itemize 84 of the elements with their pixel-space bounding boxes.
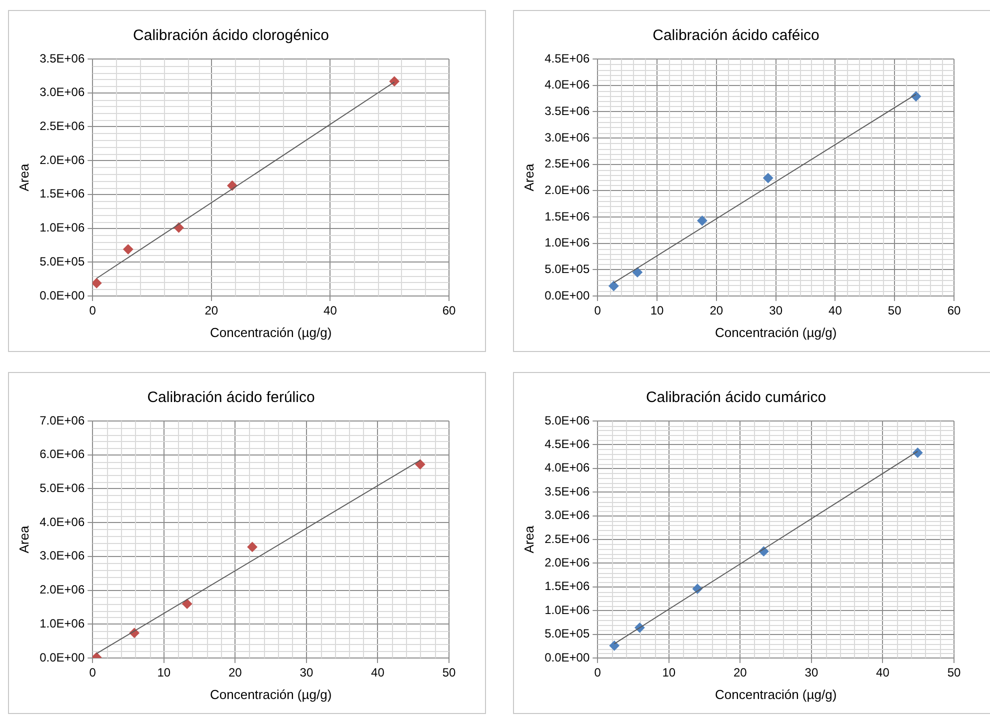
x-tick-label: 20 xyxy=(228,666,242,680)
y-tick-label: 4.5E+06 xyxy=(544,437,590,452)
y-axis-title: Area xyxy=(521,163,536,192)
y-tick-label: 6.0E+06 xyxy=(40,447,85,462)
x-tick-label: 0 xyxy=(89,666,96,680)
y-tick-label: 5.0E+05 xyxy=(544,626,590,641)
x-tick-label: 10 xyxy=(662,666,676,680)
y-tick-label: 3.0E+06 xyxy=(40,85,85,100)
y-tick-label: 2.5E+06 xyxy=(544,532,590,546)
y-axis-title: Area xyxy=(521,525,536,554)
y-tick-label: 1.0E+06 xyxy=(40,220,85,235)
y-axis-title: Area xyxy=(16,525,32,554)
point xyxy=(632,267,642,278)
y-tick-label: 4.5E+06 xyxy=(544,51,590,66)
y-tick-label: 3.0E+06 xyxy=(40,548,85,563)
y-tick-label: 2.0E+06 xyxy=(544,182,590,197)
y-tick-label: 1.5E+06 xyxy=(544,209,590,224)
y-tick-label: 3.5E+06 xyxy=(544,104,590,118)
x-axis-title: Concentración (µg/g) xyxy=(714,686,837,702)
y-tick-label: 7.0E+06 xyxy=(40,413,85,428)
x-tick-label: 30 xyxy=(300,666,314,680)
x-tick-label: 20 xyxy=(204,304,218,318)
y-tick-label: 3.0E+06 xyxy=(544,508,590,522)
y-tick-label: 3.5E+06 xyxy=(544,484,590,498)
x-tick-label: 50 xyxy=(888,304,902,318)
x-tick-label: 50 xyxy=(947,666,961,680)
y-tick-label: 1.0E+06 xyxy=(544,236,590,250)
y-tick-label: 1.0E+06 xyxy=(544,602,590,617)
chart-title: Calibración ácido ferúlico xyxy=(147,389,315,406)
y-tick-label: 1.0E+06 xyxy=(40,616,85,630)
point xyxy=(247,542,258,552)
x-tick-label: 10 xyxy=(157,666,171,680)
y-tick-label: 0.0E+00 xyxy=(544,288,590,302)
x-tick-label: 60 xyxy=(442,304,456,318)
point xyxy=(389,76,400,86)
y-tick-label: 2.0E+06 xyxy=(40,152,85,167)
x-axis-title: Concentración (µg/g) xyxy=(714,324,837,340)
point xyxy=(697,216,708,226)
chart-title: Calibración ácido cumárico xyxy=(646,389,826,406)
y-tick-label: 0.0E+00 xyxy=(544,650,590,664)
y-tick-label: 4.0E+06 xyxy=(544,460,590,475)
x-tick-label: 20 xyxy=(710,304,724,318)
point xyxy=(608,280,619,291)
point xyxy=(123,244,134,254)
x-tick-label: 0 xyxy=(594,666,602,680)
chart-title: Calibración ácido clorogénico xyxy=(133,27,329,44)
x-tick-label: 10 xyxy=(650,304,664,318)
y-tick-label: 0.0E+00 xyxy=(40,288,85,302)
y-tick-label: 5.0E+06 xyxy=(544,413,590,428)
point xyxy=(227,180,238,191)
y-tick-label: 1.5E+06 xyxy=(40,186,85,201)
x-axis-title: Concentración (µg/g) xyxy=(210,324,332,340)
x-tick-label: 40 xyxy=(828,304,842,318)
y-tick-label: 3.0E+06 xyxy=(544,130,590,144)
y-tick-label: 5.0E+05 xyxy=(40,254,85,268)
y-tick-label: 1.5E+06 xyxy=(544,579,590,594)
y-tick-label: 4.0E+06 xyxy=(40,514,85,529)
x-axis-title: Concentración (µg/g) xyxy=(210,686,332,702)
y-tick-label: 2.0E+06 xyxy=(544,556,590,570)
x-tick-label: 0 xyxy=(89,304,96,318)
x-tick-label: 30 xyxy=(804,666,818,680)
y-tick-label: 4.0E+06 xyxy=(544,78,590,92)
x-tick-label: 40 xyxy=(324,304,338,318)
x-tick-label: 40 xyxy=(371,666,385,680)
point xyxy=(609,640,620,651)
point xyxy=(415,459,426,470)
x-tick-label: 0 xyxy=(594,304,602,318)
x-tick-label: 30 xyxy=(769,304,783,318)
x-tick-label: 50 xyxy=(442,666,456,680)
y-tick-label: 5.0E+05 xyxy=(544,262,590,276)
y-tick-label: 5.0E+06 xyxy=(40,481,85,496)
y-axis-title: Area xyxy=(16,163,32,192)
point xyxy=(182,598,192,609)
point xyxy=(763,173,774,184)
point xyxy=(92,278,102,288)
chart-title: Calibración ácido caféico xyxy=(652,27,820,44)
y-tick-label: 0.0E+00 xyxy=(40,650,85,664)
y-tick-label: 2.5E+06 xyxy=(40,119,85,134)
y-tick-label: 2.5E+06 xyxy=(544,156,590,171)
x-tick-label: 40 xyxy=(876,666,890,680)
x-tick-label: 20 xyxy=(734,666,748,680)
x-tick-label: 60 xyxy=(947,304,961,318)
y-tick-label: 2.0E+06 xyxy=(40,582,85,597)
y-tick-label: 3.5E+06 xyxy=(40,51,85,66)
